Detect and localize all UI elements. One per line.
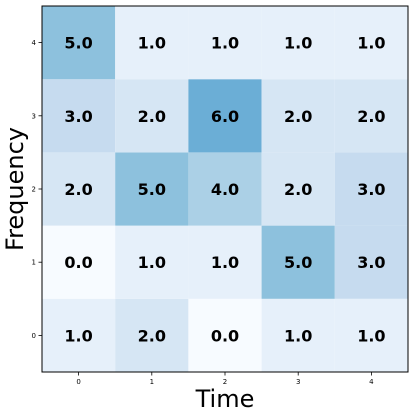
cell-value-label: 1.0	[284, 34, 312, 53]
cell-value-label: 2.0	[284, 180, 312, 199]
heatmap-cell-r4-c2	[188, 6, 262, 80]
cell-value-label: 6.0	[211, 107, 239, 126]
heatmap-cell-r1-c0	[42, 225, 116, 299]
x-axis-ticks: 0 1 2 3 4	[76, 372, 374, 386]
y-tick-label: 0	[32, 332, 36, 340]
cell-value-label: 5.0	[284, 253, 312, 272]
heatmap-cell-r2-c1	[115, 152, 189, 226]
x-axis-title: Time	[195, 385, 255, 413]
y-tick-label: 4	[32, 39, 37, 47]
cell-value-label: 1.0	[138, 34, 166, 53]
y-tick-label: 2	[32, 186, 36, 194]
cell-value-label: 1.0	[138, 253, 166, 272]
heatmap-cell-r1-c2	[188, 225, 262, 299]
cell-value-label: 3.0	[357, 180, 385, 199]
heatmap-cell-r4-c1	[115, 6, 189, 80]
heatmap-cell-r0-c4	[334, 298, 408, 372]
heatmap-cell-r0-c0	[42, 298, 116, 372]
heatmap-cell-r3-c1	[115, 79, 189, 153]
heatmap-cells	[42, 6, 408, 372]
cell-value-label: 2.0	[138, 326, 166, 345]
heatmap-cell-r3-c4	[334, 79, 408, 153]
heatmap-cell-r0-c1	[115, 298, 189, 372]
heatmap-cell-r0-c2	[188, 298, 262, 372]
y-axis-title: Frequency	[1, 127, 29, 251]
heatmap-cell-r2-c0	[42, 152, 116, 226]
x-tick-label: 2	[223, 378, 227, 386]
heatmap-cell-r1-c3	[261, 225, 335, 299]
heatmap-cell-r1-c1	[115, 225, 189, 299]
cell-value-label: 5.0	[138, 180, 166, 199]
heatmap-cell-r2-c4	[334, 152, 408, 226]
heatmap-cell-r3-c2	[188, 79, 262, 153]
cell-value-label: 1.0	[357, 34, 385, 53]
heatmap-cell-r3-c0	[42, 79, 116, 153]
x-tick-label: 0	[76, 378, 80, 386]
x-tick-label: 3	[296, 378, 300, 386]
cell-value-label: 0.0	[211, 326, 239, 345]
heatmap-cell-r2-c3	[261, 152, 335, 226]
heatmap-cell-r3-c3	[261, 79, 335, 153]
cell-value-label: 2.0	[64, 180, 92, 199]
heatmap-cell-r0-c3	[261, 298, 335, 372]
heatmap-cell-r4-c4	[334, 6, 408, 80]
heatmap-cell-labels: 1.0 2.0 0.0 1.0 1.0 0.0 1.0 1.0 5.0 3.0 2.0 5.0 4.0 2…	[64, 34, 385, 346]
cell-value-label: 3.0	[64, 107, 92, 126]
x-tick-label: 1	[150, 378, 154, 386]
cell-value-label: 1.0	[64, 326, 92, 345]
cell-value-label: 1.0	[211, 253, 239, 272]
y-tick-label: 3	[32, 112, 36, 120]
y-axis-ticks: 0 1 2 3 4	[32, 39, 42, 340]
cell-value-label: 2.0	[138, 107, 166, 126]
cell-value-label: 5.0	[64, 34, 92, 53]
cell-value-label: 1.0	[211, 34, 239, 53]
heatmap-cell-r1-c4	[334, 225, 408, 299]
cell-value-label: 2.0	[357, 107, 385, 126]
cell-value-label: 0.0	[64, 253, 92, 272]
heatmap-cell-r4-c0	[42, 6, 116, 80]
x-tick-label: 4	[369, 378, 374, 386]
heatmap-cell-r4-c3	[261, 6, 335, 80]
cell-value-label: 1.0	[284, 326, 312, 345]
cell-value-label: 3.0	[357, 253, 385, 272]
cell-value-label: 4.0	[211, 180, 239, 199]
cell-value-label: 1.0	[357, 326, 385, 345]
y-tick-label: 1	[32, 259, 36, 267]
heatmap-cell-r2-c2	[188, 152, 262, 226]
cell-value-label: 2.0	[284, 107, 312, 126]
